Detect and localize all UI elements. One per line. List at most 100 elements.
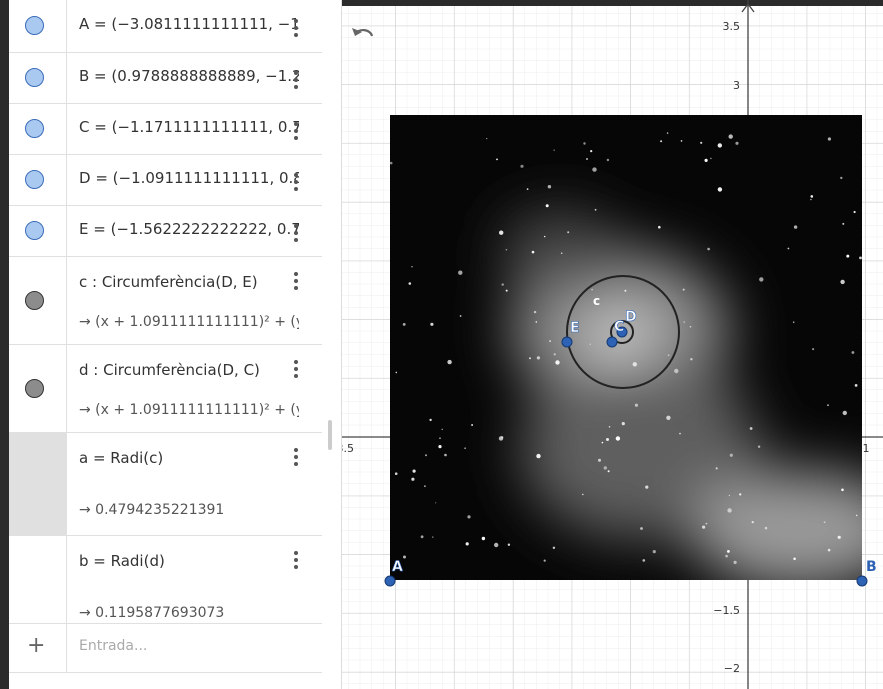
algebra-row[interactable]: E = (−1.5622222222222, 0.7911111	[9, 205, 322, 257]
definition: a = Radi(c)	[79, 449, 164, 467]
star	[710, 157, 712, 160]
star	[715, 467, 718, 470]
algebra-row[interactable]: d : Circumferència(D, C) → (x + 1.0911111…	[9, 344, 322, 433]
star	[682, 288, 685, 291]
definition: d : Circumferència(D, C)	[79, 361, 260, 379]
star	[854, 384, 858, 387]
definition: B = (0.9788888888889, −1.2544444	[79, 67, 299, 85]
star	[725, 554, 728, 558]
visibility-toggle[interactable]	[25, 68, 44, 87]
star	[412, 469, 416, 473]
star	[679, 432, 681, 435]
icon-column	[9, 52, 67, 103]
algebra-row[interactable]: D = (−1.0911111111111, 0.88)	[9, 154, 322, 206]
row-menu[interactable]	[294, 272, 298, 293]
y-tick-label: −1.5	[713, 604, 740, 617]
menu-dot	[294, 136, 298, 140]
visibility-toggle[interactable]	[25, 221, 44, 240]
star	[403, 555, 406, 559]
point-b[interactable]	[856, 575, 868, 587]
menu-dot	[294, 462, 298, 466]
icon-column	[9, 103, 67, 154]
star	[486, 137, 488, 140]
star	[810, 195, 814, 198]
visibility-toggle[interactable]	[25, 170, 44, 189]
visibility-toggle[interactable]	[25, 379, 44, 398]
row-menu[interactable]	[294, 360, 298, 381]
menu-dot	[294, 279, 298, 283]
star	[827, 548, 831, 552]
star	[827, 137, 832, 141]
star	[840, 279, 845, 285]
star	[447, 359, 452, 365]
star	[717, 143, 722, 148]
star	[467, 515, 471, 519]
star	[717, 187, 723, 192]
star	[757, 445, 761, 448]
star	[582, 493, 584, 496]
star	[840, 176, 843, 180]
visibility-toggle[interactable]	[25, 119, 44, 138]
row-menu[interactable]	[294, 19, 298, 40]
point-a[interactable]	[384, 575, 396, 587]
star	[707, 247, 710, 251]
star	[632, 362, 637, 367]
point-c[interactable]	[606, 336, 618, 348]
value: → (x + 1.0911111111111)² + (y	[79, 314, 299, 330]
menu-dot	[294, 360, 298, 364]
icon-column	[9, 0, 67, 52]
algebra-row[interactable]: c : Circumferència(D, E) → (x + 1.0911111…	[9, 256, 322, 345]
menu-dot	[294, 19, 298, 23]
star	[501, 283, 504, 286]
menu-dot	[294, 85, 298, 89]
star	[435, 502, 437, 504]
point-d[interactable]	[616, 326, 628, 338]
undo-button[interactable]	[352, 28, 374, 37]
visibility-toggle[interactable]	[25, 291, 44, 310]
algebra-row[interactable]: C = (−1.1711111111111, 0.7911111	[9, 103, 322, 155]
star	[496, 158, 498, 161]
scrollbar[interactable]	[328, 420, 332, 450]
star	[520, 164, 524, 168]
algebra-row[interactable]: b = Radi(d) → 0.1195877693073	[9, 535, 322, 624]
star	[594, 208, 597, 211]
menu-dot	[294, 173, 298, 177]
menu-dot	[294, 129, 298, 133]
star	[658, 225, 661, 229]
row-menu[interactable]	[294, 551, 298, 572]
point-label: D	[625, 309, 637, 325]
visibility-toggle[interactable]	[25, 16, 44, 35]
star	[402, 323, 406, 326]
add-icon[interactable]: +	[27, 633, 46, 658]
star	[555, 360, 560, 365]
star	[812, 348, 815, 351]
menu-dot	[294, 286, 298, 290]
point-label: B	[866, 559, 877, 575]
star	[408, 282, 412, 285]
star	[749, 427, 753, 430]
row-menu[interactable]	[294, 122, 298, 143]
row-menu[interactable]	[294, 71, 298, 92]
star	[458, 270, 463, 275]
curve-label: c	[593, 294, 600, 308]
row-menu[interactable]	[294, 224, 298, 245]
star	[438, 445, 442, 449]
row-menu[interactable]	[294, 448, 298, 469]
star	[652, 550, 656, 554]
point-e[interactable]	[561, 336, 573, 348]
input-row[interactable]: + Entrada...	[9, 623, 322, 673]
menu-dot	[294, 33, 298, 37]
icon-column: +	[9, 623, 67, 672]
star	[702, 525, 706, 529]
algebra-row[interactable]: B = (0.9788888888889, −1.2544444	[9, 52, 322, 104]
star	[727, 550, 730, 553]
row-menu[interactable]	[294, 173, 298, 194]
star	[395, 371, 398, 374]
input-placeholder[interactable]: Entrada...	[79, 638, 148, 654]
menu-dot	[294, 448, 298, 452]
algebra-row[interactable]: A = (−3.0811111111111, −1.2544444	[9, 0, 322, 53]
algebra-row[interactable]: a = Radi(c) → 0.4794235221391	[9, 432, 322, 536]
star	[432, 536, 434, 538]
definition: C = (−1.1711111111111, 0.7911111	[79, 118, 299, 136]
